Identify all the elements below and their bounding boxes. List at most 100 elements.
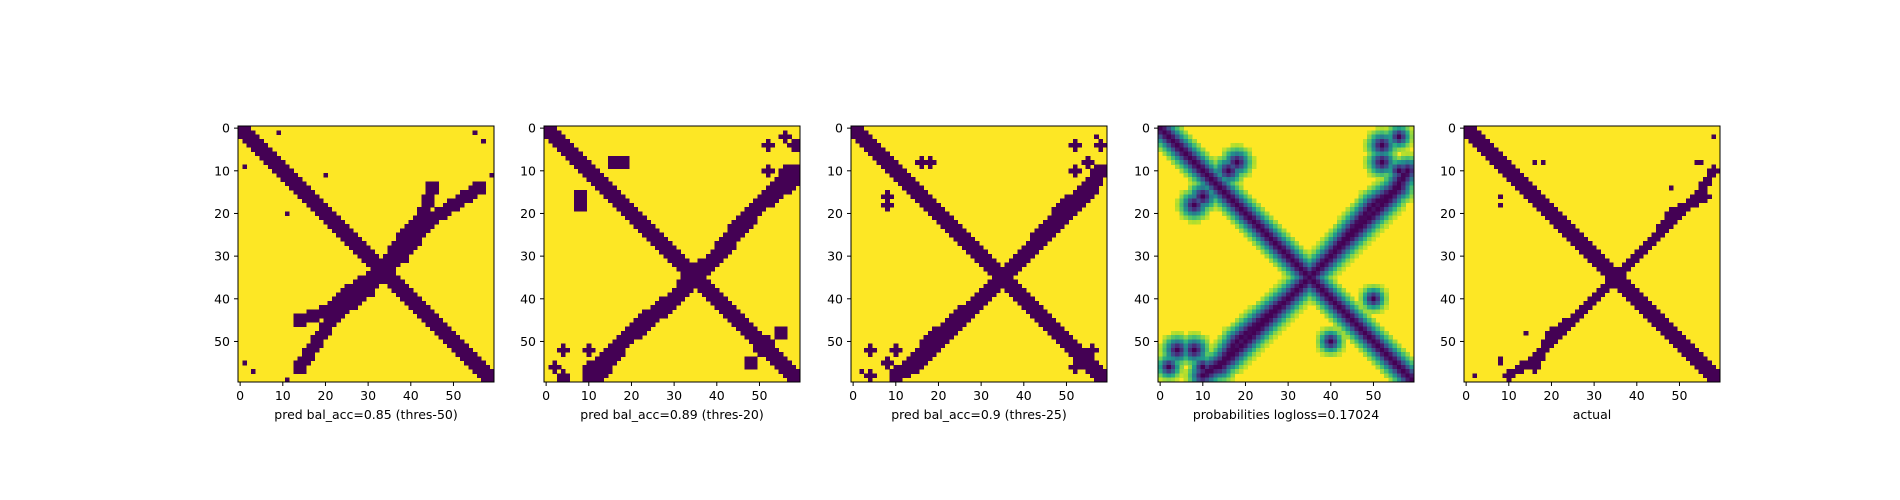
heatmap-cell bbox=[1183, 373, 1189, 379]
heatmap-cell bbox=[1183, 172, 1189, 178]
heatmap-cell bbox=[940, 219, 946, 225]
heatmap-cell bbox=[1290, 283, 1295, 289]
heatmap-cell bbox=[1175, 198, 1180, 204]
heatmap-cell bbox=[344, 288, 350, 293]
heatmap-cell bbox=[923, 347, 929, 353]
heatmap-cell bbox=[370, 271, 375, 276]
heatmap-cell bbox=[1013, 296, 1018, 302]
heatmap-cell bbox=[1060, 219, 1065, 225]
heatmap-cell bbox=[1392, 377, 1398, 383]
heatmap-cell bbox=[774, 356, 780, 362]
heatmap-cell bbox=[1656, 313, 1661, 319]
heatmap-cell bbox=[633, 219, 639, 225]
heatmap-cell bbox=[1405, 356, 1411, 362]
heatmap-cell bbox=[859, 134, 865, 140]
heatmap-cell bbox=[1621, 288, 1627, 293]
heatmap-cell bbox=[616, 343, 622, 349]
heatmap-cell bbox=[1290, 296, 1295, 302]
heatmap-cell bbox=[366, 258, 371, 263]
heatmap-cell bbox=[1401, 369, 1406, 374]
heatmap-cell bbox=[1626, 258, 1631, 263]
heatmap-cell bbox=[1260, 343, 1266, 349]
heatmap-cell bbox=[565, 155, 570, 161]
heatmap-cell bbox=[1217, 377, 1223, 383]
heatmap-cell bbox=[1562, 224, 1567, 229]
heatmap-cell bbox=[782, 326, 788, 332]
heatmap-cell bbox=[714, 249, 720, 255]
heatmap-cell bbox=[1260, 207, 1266, 212]
heatmap-cell bbox=[697, 283, 703, 289]
heatmap-cell bbox=[620, 343, 626, 349]
heatmap-cell bbox=[1384, 373, 1389, 379]
heatmap-cell bbox=[774, 335, 780, 340]
heatmap-cell bbox=[1379, 335, 1385, 340]
heatmap-cell bbox=[1000, 283, 1005, 289]
heatmap-cell bbox=[280, 177, 286, 182]
heatmap-cell bbox=[1260, 211, 1266, 216]
heatmap-cell bbox=[718, 309, 724, 315]
heatmap-cell bbox=[616, 190, 622, 195]
heatmap-cell bbox=[1388, 143, 1394, 148]
heatmap-cell bbox=[327, 318, 333, 323]
heatmap-cell bbox=[1405, 190, 1411, 195]
heatmap-cell bbox=[1179, 356, 1184, 362]
heatmap-cell bbox=[974, 300, 980, 306]
heatmap-cell bbox=[902, 181, 907, 187]
heatmap-cell bbox=[1034, 309, 1040, 315]
heatmap-cell bbox=[1379, 134, 1385, 140]
heatmap-cell bbox=[1256, 228, 1261, 234]
heatmap-cell bbox=[1698, 352, 1704, 357]
heatmap-cell bbox=[1328, 339, 1334, 344]
heatmap-cell bbox=[1392, 202, 1398, 208]
heatmap-cell bbox=[395, 283, 401, 289]
heatmap-cell bbox=[1268, 249, 1274, 255]
heatmap-cell bbox=[629, 330, 634, 336]
heatmap-cell bbox=[1545, 335, 1550, 340]
heatmap-cell bbox=[1030, 296, 1035, 302]
heatmap-cell bbox=[1702, 181, 1708, 187]
heatmap-cell bbox=[1532, 202, 1537, 208]
heatmap-cell bbox=[753, 360, 758, 366]
heatmap-cell bbox=[1388, 164, 1394, 170]
heatmap-cell bbox=[1230, 202, 1236, 208]
heatmap-cell bbox=[676, 262, 681, 268]
heatmap-cell bbox=[1345, 224, 1351, 229]
heatmap-cell bbox=[919, 360, 924, 366]
heatmap-cell bbox=[1707, 168, 1712, 174]
heatmap-cell bbox=[561, 347, 566, 353]
heatmap-cell bbox=[1162, 343, 1167, 349]
heatmap-cell bbox=[1072, 164, 1078, 170]
heatmap-cell bbox=[910, 190, 916, 195]
heatmap-cell bbox=[565, 138, 570, 144]
heatmap-cell bbox=[1315, 339, 1321, 344]
heatmap-cell bbox=[1405, 160, 1411, 165]
heatmap-cell bbox=[932, 326, 937, 332]
heatmap-cell bbox=[1247, 155, 1253, 161]
heatmap-cell bbox=[778, 168, 784, 174]
heatmap-cell bbox=[1268, 224, 1274, 229]
heatmap-cell bbox=[1234, 364, 1240, 370]
heatmap-cell bbox=[706, 271, 711, 276]
heatmap-cell bbox=[876, 160, 882, 165]
heatmap-cell bbox=[1647, 236, 1653, 242]
heatmap-cell bbox=[1213, 352, 1219, 357]
heatmap-cell bbox=[1401, 138, 1406, 144]
heatmap-cell bbox=[1367, 318, 1372, 323]
heatmap-cell bbox=[1038, 241, 1044, 246]
heatmap-cell bbox=[667, 292, 673, 298]
heatmap-cell bbox=[1498, 202, 1503, 208]
heatmap-cell bbox=[1226, 369, 1231, 374]
heatmap-cell bbox=[1102, 164, 1108, 170]
heatmap-cell bbox=[1384, 215, 1389, 221]
heatmap-cell bbox=[987, 254, 993, 259]
heatmap-cell bbox=[314, 202, 320, 208]
heatmap-cell bbox=[961, 318, 967, 323]
heatmap-cell bbox=[451, 207, 456, 212]
heatmap-cell bbox=[1196, 160, 1202, 165]
heatmap-cell bbox=[1192, 339, 1197, 344]
heatmap-cell bbox=[430, 224, 435, 229]
heatmap-cell bbox=[1515, 181, 1520, 187]
heatmap-cell bbox=[983, 258, 988, 263]
heatmap-cell bbox=[974, 305, 980, 310]
heatmap-cell bbox=[340, 224, 346, 229]
